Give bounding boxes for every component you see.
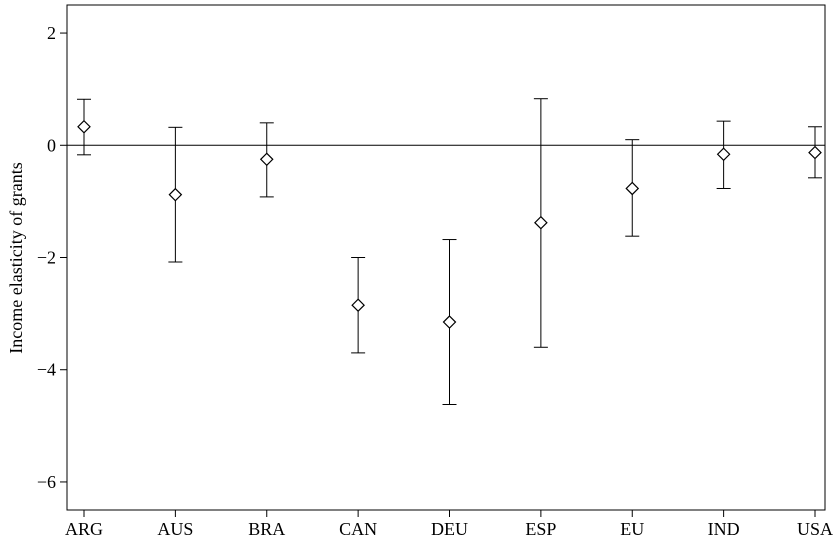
x-tick-label: DEU	[431, 519, 468, 539]
y-axis-label: Income elasticity of grants	[6, 162, 26, 353]
x-tick-label: AUS	[157, 519, 193, 539]
y-axis: 2 0 −2 −4 −6	[37, 23, 67, 492]
x-axis: ARG AUS BRA CAN DEU ESP EU IND USA	[65, 510, 833, 539]
x-tick-label: ARG	[65, 519, 103, 539]
point-estimate-marker	[534, 215, 548, 230]
point-estimate-marker	[259, 152, 274, 167]
y-tick-label: 2	[47, 23, 56, 43]
point-estimate-marker	[808, 145, 822, 160]
x-tick-label: CAN	[339, 519, 377, 539]
x-tick-label: BRA	[248, 519, 285, 539]
x-tick-label: USA	[797, 519, 833, 539]
x-tick-label: IND	[708, 519, 740, 539]
point-estimate-marker	[716, 147, 731, 162]
point-estimate-marker	[351, 298, 365, 313]
x-tick-label: EU	[620, 519, 644, 539]
y-tick-label: −4	[37, 360, 56, 380]
plot-frame	[66, 4, 826, 511]
x-tick-label: ESP	[525, 519, 556, 539]
point-estimate-marker	[625, 181, 640, 196]
point-estimate-marker	[442, 315, 457, 329]
plot-marks	[77, 98, 822, 406]
y-tick-label: 0	[47, 135, 56, 155]
y-tick-label: −2	[37, 248, 56, 268]
y-tick-label: −6	[37, 472, 56, 492]
point-estimate-marker	[77, 119, 91, 134]
point-estimate-marker	[168, 187, 183, 202]
